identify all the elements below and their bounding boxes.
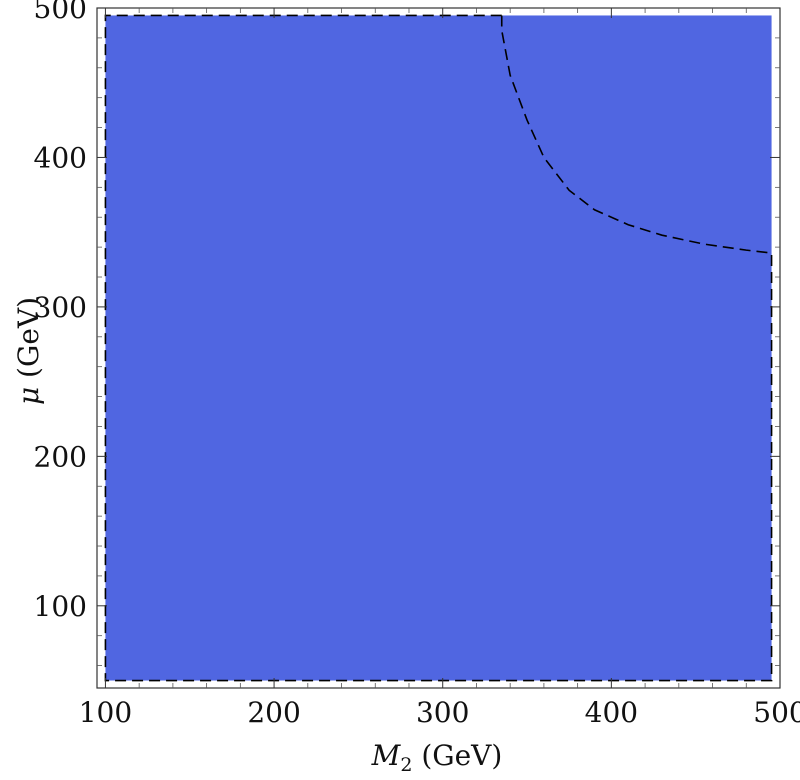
x-axis-subscript: 2 bbox=[400, 754, 412, 776]
y-tick-label: 100 bbox=[34, 590, 87, 623]
y-axis-symbol: μ bbox=[12, 387, 45, 405]
x-axis-unit: (GeV) bbox=[412, 739, 502, 772]
tick-labels: 100 200 300 400 500 100 200 300 400 500 bbox=[34, 0, 800, 729]
x-axis-title: M2 (GeV) bbox=[371, 739, 503, 776]
y-tick-label: 300 bbox=[34, 291, 87, 324]
contour-dashed-curve bbox=[500, 15, 772, 254]
y-axis-title: μ (GeV) bbox=[12, 297, 45, 405]
plot-area bbox=[96, 7, 781, 689]
filled-region bbox=[105, 15, 772, 681]
y-axis-unit: (GeV) bbox=[12, 297, 45, 387]
y-tick-label: 200 bbox=[34, 440, 87, 473]
plot-frame bbox=[96, 7, 781, 689]
x-tick-label: 200 bbox=[247, 696, 300, 729]
y-tick-label: 400 bbox=[34, 141, 87, 174]
tick-marks bbox=[97, 7, 781, 688]
y-tick-label: 500 bbox=[34, 0, 87, 25]
x-tick-label: 400 bbox=[585, 696, 638, 729]
x-tick-label: 500 bbox=[753, 696, 800, 729]
x-axis-symbol: M bbox=[371, 739, 402, 772]
x-tick-label: 100 bbox=[79, 696, 132, 729]
x-tick-label: 300 bbox=[416, 696, 469, 729]
